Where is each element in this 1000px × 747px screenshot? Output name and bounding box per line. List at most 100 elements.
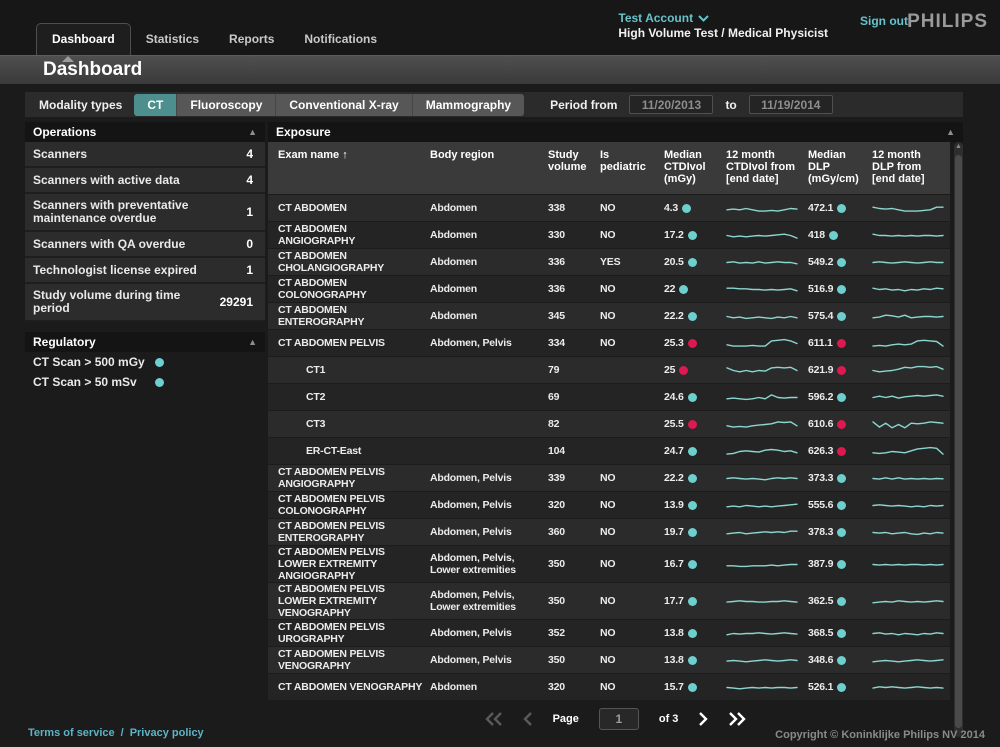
dlp-trend-cell [872, 497, 950, 513]
ok-dot-icon [837, 257, 847, 267]
trend-sparkline [726, 366, 798, 373]
operations-stat-scanners[interactable]: Scanners 4 [25, 142, 265, 168]
previous-page-button[interactable] [522, 712, 533, 726]
last-page-button[interactable] [728, 712, 747, 726]
account-name-label: Test Account [618, 11, 694, 25]
table-row-ct-abdomen-pelvis-enterography[interactable]: CT ABDOMEN PELVIS ENTEROGRAPHY Abdomen, P… [268, 519, 950, 546]
median-ctdivol-cell: 13.9 [664, 499, 726, 511]
vertical-scrollbar[interactable]: ▲ [954, 142, 963, 737]
ok-dot-icon [687, 628, 697, 638]
trend-sparkline [872, 233, 944, 237]
modality-button-fluoroscopy[interactable]: Fluoroscopy [177, 93, 277, 116]
page-count-label: of 3 [658, 713, 679, 725]
median-dlp-value: 526.1 [808, 681, 834, 693]
dlp-trend-cell [872, 362, 950, 378]
alert-dot-icon [679, 365, 689, 375]
modality-button-ct[interactable]: CT [134, 93, 178, 116]
modality-button-conventional-x-ray[interactable]: Conventional X-ray [276, 93, 413, 116]
median-ctdivol-value: 15.7 [664, 681, 684, 693]
footer-link-privacy-policy[interactable]: Privacy policy [129, 727, 204, 739]
body-region: Abdomen, Pelvis, Lower extremities [430, 589, 516, 613]
median-ctdivol-value: 22.2 [664, 310, 684, 322]
trend-sparkline [872, 394, 944, 399]
tab-reports[interactable]: Reports [229, 32, 275, 46]
trend-sparkline [726, 338, 798, 347]
trend-sparkline [726, 287, 798, 292]
operations-stat-scanners-with-active-data[interactable]: Scanners with active data 4 [25, 168, 265, 194]
tab-statistics[interactable]: Statistics [145, 32, 200, 46]
trend-sparkline [872, 563, 944, 566]
ok-dot-icon [687, 559, 697, 569]
modality-button-mammography[interactable]: Mammography [412, 93, 525, 116]
table-row-ct-abdomen-pelvis-urography[interactable]: CT ABDOMEN PELVIS UROGRAPHY Abdomen, Pelv… [268, 620, 950, 647]
ok-dot-icon [687, 392, 697, 402]
stat-label: Scanners with active data [33, 172, 180, 187]
table-row-ct-abdomen-cholangiography[interactable]: CT ABDOMEN CHOLANGIOGRAPHY Abdomen 336 YES 2… [268, 249, 950, 276]
median-ctdivol-value: 16.7 [664, 558, 684, 570]
table-row-ct3[interactable]: CT3 82 25.5 610.6 [268, 411, 950, 438]
next-page-button[interactable] [698, 712, 709, 726]
median-dlp-value: 516.9 [808, 283, 834, 295]
page-number-input[interactable] [598, 708, 639, 730]
footer-link-terms-of-service[interactable]: Terms of service [28, 727, 115, 739]
table-row-ct-abdomen-enterography[interactable]: CT ABDOMEN ENTEROGRAPHY Abdomen 345 NO 22.2 5… [268, 303, 950, 330]
operations-stat-study-volume-during-time-period[interactable]: Study volume during time period 29291 [25, 284, 265, 322]
trend-sparkline [726, 315, 798, 320]
scrollbar-thumb[interactable] [955, 155, 962, 728]
operations-stat-technologist-license-expired[interactable]: Technologist license expired 1 [25, 258, 265, 284]
median-ctdivol-cell: 22.2 [664, 310, 726, 322]
table-row-er-ct-east[interactable]: ER-CT-East 104 24.7 626.3 [268, 438, 950, 465]
operations-stat-scanners-with-preventative-maintenance-overdue[interactable]: Scanners with preventative maintenance o… [25, 194, 265, 232]
dlp-trend-cell [872, 335, 950, 351]
dlp-trend-cell [872, 625, 950, 641]
period-to-input[interactable] [748, 95, 833, 114]
regulatory-item-ct-scan-50-msv[interactable]: CT Scan > 50 mSv [25, 372, 265, 392]
column-header-exam-name[interactable]: Exam name ↑ [278, 149, 348, 161]
exam-name: ER-CT-East [306, 445, 362, 457]
regulatory-label: CT Scan > 50 mSv [33, 375, 137, 389]
is-pediatric: NO [600, 526, 616, 538]
ok-dot-icon [837, 628, 847, 638]
sign-out-link[interactable]: Sign out [860, 14, 908, 28]
table-row-ct-abdomen-pelvis-lower-extremity-angiography[interactable]: CT ABDOMEN PELVIS LOWER EXTREMITY ANGIOG… [268, 546, 950, 583]
collapse-regulatory-icon[interactable]: ▲ [248, 337, 257, 347]
median-dlp-value: 418 [808, 229, 825, 241]
tab-dashboard[interactable]: Dashboard [36, 23, 131, 55]
collapse-operations-icon[interactable]: ▲ [248, 127, 257, 137]
table-row-ct-abdomen[interactable]: CT ABDOMEN Abdomen 338 NO 4.3 472.1 [268, 195, 950, 222]
collapse-exposure-icon[interactable]: ▲ [946, 127, 955, 137]
median-dlp-cell: 378.3 [808, 526, 872, 538]
scroll-up-icon[interactable]: ▲ [955, 143, 962, 150]
first-page-button[interactable] [484, 712, 503, 726]
period-from-input[interactable] [629, 95, 714, 114]
median-dlp-value: 611.1 [808, 337, 833, 349]
tab-notifications[interactable]: Notifications [304, 32, 378, 46]
table-row-ct-abdomen-pelvis-lower-extremity-venography[interactable]: CT ABDOMEN PELVIS LOWER EXTREMITY VENOGR… [268, 583, 950, 620]
ok-dot-icon [687, 230, 697, 240]
median-dlp-cell: 621.9 [808, 364, 872, 376]
table-row-ct-abdomen-pelvis[interactable]: CT ABDOMEN PELVIS Abdomen, Pelvis 334 NO 25.… [268, 330, 950, 357]
dlp-trend-cell [872, 443, 950, 459]
median-dlp-value: 378.3 [808, 526, 834, 538]
table-row-ct-abdomen-angiography[interactable]: CT ABDOMEN ANGIOGRAPHY Abdomen 330 NO 17.2 41… [268, 222, 950, 249]
table-row-ct-abdomen-colonography[interactable]: CT ABDOMEN COLONOGRAPHY Abdomen 336 NO 22 516… [268, 276, 950, 303]
body-region: Abdomen [430, 202, 478, 214]
column-header-body-region: Body region [430, 149, 495, 161]
table-row-ct-abdomen-pelvis-angiography[interactable]: CT ABDOMEN PELVIS ANGIOGRAPHY Abdomen, Pe… [268, 465, 950, 492]
regulatory-title: Regulatory [33, 335, 96, 349]
operations-stat-scanners-with-qa-overdue[interactable]: Scanners with QA overdue 0 [25, 232, 265, 258]
table-row-ct-abdomen-pelvis-colonography[interactable]: CT ABDOMEN PELVIS COLONOGRAPHY Abdomen, P… [268, 492, 950, 519]
median-ctdivol-value: 22.2 [664, 472, 684, 484]
table-row-ct2[interactable]: CT2 69 24.6 596.2 [268, 384, 950, 411]
table-row-ct-abdomen-pelvis-venography[interactable]: CT ABDOMEN PELVIS VENOGRAPHY Abdomen, Pel… [268, 647, 950, 674]
trend-sparkline [872, 531, 944, 536]
is-pediatric: NO [600, 627, 616, 639]
median-dlp-cell: 373.3 [808, 472, 872, 484]
study-volume: 360 [548, 526, 565, 538]
table-row-ct-abdomen-venography[interactable]: CT ABDOMEN VENOGRAPHY Abdomen 320 NO 15.7 526… [268, 674, 950, 701]
table-row-ct1[interactable]: CT1 79 25 621.9 [268, 357, 950, 384]
exam-name: CT ABDOMEN PELVIS LOWER EXTREMITY ANGIOG… [278, 546, 385, 582]
regulatory-item-ct-scan-500-mgy[interactable]: CT Scan > 500 mGy [25, 352, 265, 372]
study-volume: 339 [548, 472, 565, 484]
account-menu[interactable]: Test Account [618, 11, 828, 26]
